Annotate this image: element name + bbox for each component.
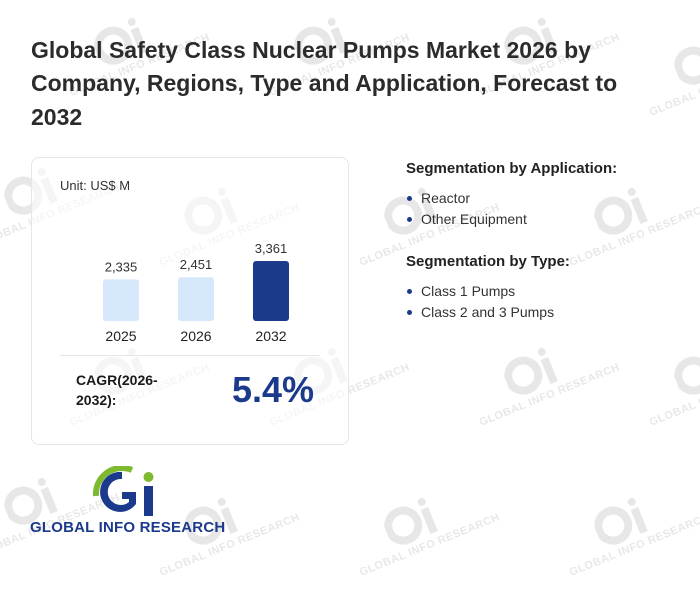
segmentation-type-list: Class 1 Pumps Class 2 and 3 Pumps bbox=[406, 281, 570, 323]
list-item: Other Equipment bbox=[406, 209, 617, 230]
logo-text: GLOBAL INFO RESEARCH bbox=[30, 519, 226, 536]
market-size-card: Unit: US$ M 2,335 2025 2,451 2026 3,361 2032 … bbox=[31, 157, 349, 445]
segmentation-type-heading: Segmentation by Type: bbox=[406, 253, 570, 270]
value-label: 3,361 bbox=[255, 241, 288, 256]
segmentation-type: Segmentation by Type: Class 1 Pumps Clas… bbox=[406, 253, 570, 323]
segmentation-application: Segmentation by Application: Reactor Oth… bbox=[406, 160, 617, 230]
list-item: Class 1 Pumps bbox=[406, 281, 570, 302]
list-item-label: Class 1 Pumps bbox=[421, 283, 516, 299]
bullet-icon bbox=[407, 310, 412, 315]
list-item: Class 2 and 3 Pumps bbox=[406, 302, 570, 323]
gi-logo-icon bbox=[92, 466, 154, 516]
cagr-value: 5.4% bbox=[232, 369, 315, 410]
bar-2026 bbox=[178, 277, 214, 321]
category-label: 2026 bbox=[180, 328, 211, 344]
company-logo: GLOBAL INFO RESEARCH bbox=[28, 466, 238, 542]
value-label: 2,335 bbox=[105, 259, 138, 274]
unit-label: Unit: US$ M bbox=[60, 178, 131, 193]
bar-chart: 2,335 2025 2,451 2026 3,361 2032 bbox=[103, 241, 289, 344]
bullet-icon bbox=[407, 196, 412, 201]
bullet-icon bbox=[407, 289, 412, 294]
segmentation-application-heading: Segmentation by Application: bbox=[406, 160, 618, 177]
list-item-label: Reactor bbox=[421, 190, 471, 206]
cagr-label: CAGR(2026-2032): bbox=[76, 372, 158, 408]
watermark: GLOBAL INFO RESEARCH bbox=[462, 326, 622, 443]
segmentation-application-list: Reactor Other Equipment bbox=[406, 188, 617, 230]
page-title: Global Safety Class Nuclear Pumps Market… bbox=[31, 37, 618, 130]
bar-2025 bbox=[103, 279, 139, 321]
card-divider bbox=[60, 355, 320, 356]
category-label: 2032 bbox=[255, 328, 286, 344]
watermark: GLOBAL INFO RESEARCH bbox=[342, 476, 502, 593]
value-label: 2,451 bbox=[180, 257, 213, 272]
bar-2032 bbox=[253, 261, 289, 321]
list-item: Reactor bbox=[406, 188, 617, 209]
watermark: GLOBAL INFO RESEARCH bbox=[552, 476, 700, 593]
watermark: GLOBAL INFO RESEARCH bbox=[632, 326, 700, 443]
bullet-icon bbox=[407, 217, 412, 222]
list-item-label: Class 2 and 3 Pumps bbox=[421, 304, 555, 320]
category-label: 2025 bbox=[105, 328, 136, 344]
list-item-label: Other Equipment bbox=[421, 211, 527, 227]
